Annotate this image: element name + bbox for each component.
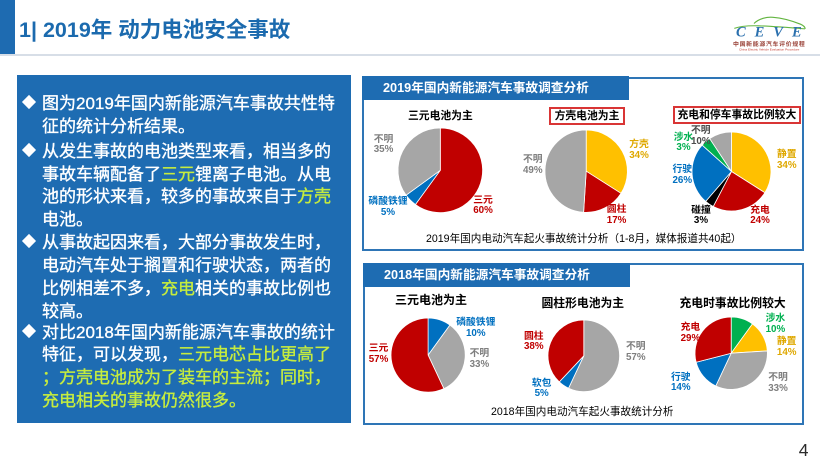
svg-text:中国新能源汽车评价规程: 中国新能源汽车评价规程 — [733, 39, 806, 48]
svg-text:China Electric Vehicle Evaluat: China Electric Vehicle Evaluation Proced… — [739, 48, 800, 52]
svg-text:CEVE: CEVE — [736, 25, 811, 41]
